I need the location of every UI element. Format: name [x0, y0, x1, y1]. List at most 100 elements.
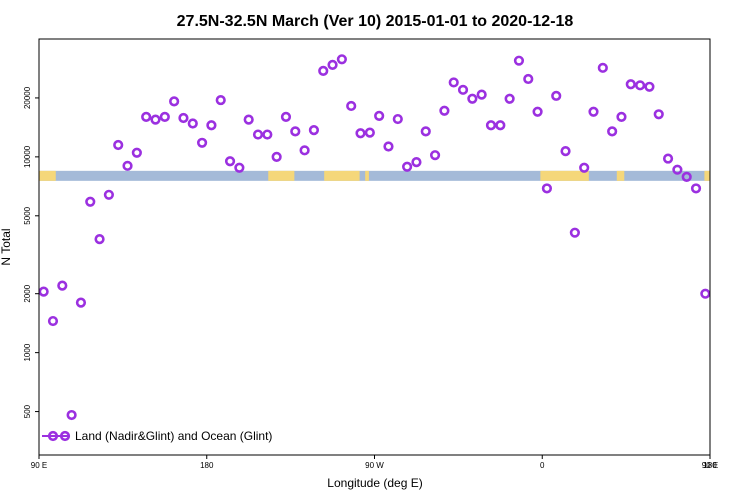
data-point	[439, 105, 450, 116]
land-segment	[268, 170, 295, 181]
data-point	[75, 297, 87, 308]
x-tick-label: 90 W	[365, 461, 384, 470]
data-point	[541, 183, 553, 194]
legend-marker	[59, 430, 71, 442]
data-point	[392, 113, 403, 125]
chart-title: 27.5N-32.5N March (Ver 10) 2015-01-01 to…	[177, 13, 574, 30]
plot-frame	[38, 38, 711, 456]
y-axis: 500 1000 2000 5000 10000 20000	[23, 86, 39, 418]
data-point	[206, 120, 217, 131]
x-tick-label: 90 E	[702, 461, 718, 470]
land-segment	[616, 170, 625, 181]
data-point	[169, 96, 180, 107]
data-point	[504, 93, 515, 104]
y-tick-label: 500	[23, 404, 32, 418]
data-point	[485, 120, 497, 131]
data-point	[252, 129, 264, 140]
data-point	[159, 111, 170, 123]
data-point	[224, 156, 236, 167]
data-point	[346, 100, 357, 112]
data-point	[402, 161, 413, 172]
data-point	[336, 54, 347, 65]
land-segment	[365, 170, 369, 181]
data-point	[280, 111, 292, 123]
data-point	[141, 111, 152, 123]
x-axis-label: Longitude (deg E)	[327, 476, 422, 490]
data-point	[215, 94, 226, 106]
data-point	[597, 62, 608, 73]
data-point	[299, 145, 310, 156]
data-point	[681, 171, 692, 183]
x-tick-label: 90 E	[31, 461, 47, 470]
data-point	[38, 286, 49, 297]
data-point	[662, 153, 674, 164]
data-point	[467, 93, 478, 104]
data-point	[411, 157, 422, 168]
land-segment	[540, 170, 589, 181]
data-point	[122, 160, 133, 171]
data-point	[383, 141, 394, 152]
legend-label: Land (Nadir&Glint) and Ocean (Glint)	[75, 429, 272, 443]
data-point	[476, 89, 487, 100]
data-point	[355, 128, 366, 139]
data-point	[625, 79, 636, 90]
y-axis-label: N Total	[0, 228, 13, 265]
data-point	[616, 111, 627, 123]
data-point	[374, 110, 385, 121]
data-point	[308, 124, 320, 136]
data-point	[94, 234, 105, 245]
data-point	[607, 126, 618, 137]
surface-bar	[39, 170, 710, 181]
data-point	[551, 90, 562, 101]
data-point	[290, 126, 301, 137]
data-point	[47, 315, 59, 327]
data-point	[364, 127, 375, 138]
data-point	[196, 137, 208, 148]
ocean-segment	[40, 170, 709, 181]
y-tick-label: 10000	[23, 145, 32, 168]
data-point	[327, 59, 338, 70]
data-points	[38, 54, 711, 421]
plot-area	[38, 38, 711, 456]
data-point	[150, 114, 161, 125]
data-point	[234, 162, 245, 173]
x-tick-label: 180	[703, 461, 717, 470]
data-point	[495, 120, 506, 131]
data-point	[690, 183, 702, 194]
data-point	[85, 196, 96, 207]
data-point	[262, 129, 273, 140]
data-point	[560, 146, 571, 157]
data-point	[271, 151, 282, 162]
data-point	[187, 118, 198, 129]
data-point	[653, 109, 664, 120]
y-tick-label: 5000	[23, 206, 32, 224]
data-point	[588, 106, 599, 117]
y-tick-label: 20000	[23, 86, 32, 109]
data-point	[178, 112, 189, 124]
data-point	[579, 162, 590, 173]
legend: Land (Nadir&Glint) and Ocean (Glint)	[42, 429, 272, 443]
data-point	[672, 164, 683, 175]
data-point	[457, 84, 469, 95]
x-tick-label: 0	[540, 461, 545, 470]
data-point	[66, 409, 77, 421]
data-point	[243, 114, 254, 125]
data-point	[113, 139, 124, 151]
data-point	[644, 81, 655, 92]
data-point	[513, 55, 525, 66]
data-point	[532, 106, 543, 117]
y-tick-label: 1000	[23, 343, 32, 361]
data-point	[420, 126, 431, 137]
legend-marker	[47, 430, 59, 442]
y-tick-label: 2000	[23, 284, 32, 302]
data-point	[448, 77, 459, 88]
data-point	[635, 80, 646, 91]
land-segment	[704, 170, 710, 181]
data-point	[569, 227, 580, 238]
data-point	[318, 65, 329, 76]
land-segment	[324, 170, 360, 181]
data-point	[103, 189, 114, 200]
data-point	[57, 280, 68, 291]
